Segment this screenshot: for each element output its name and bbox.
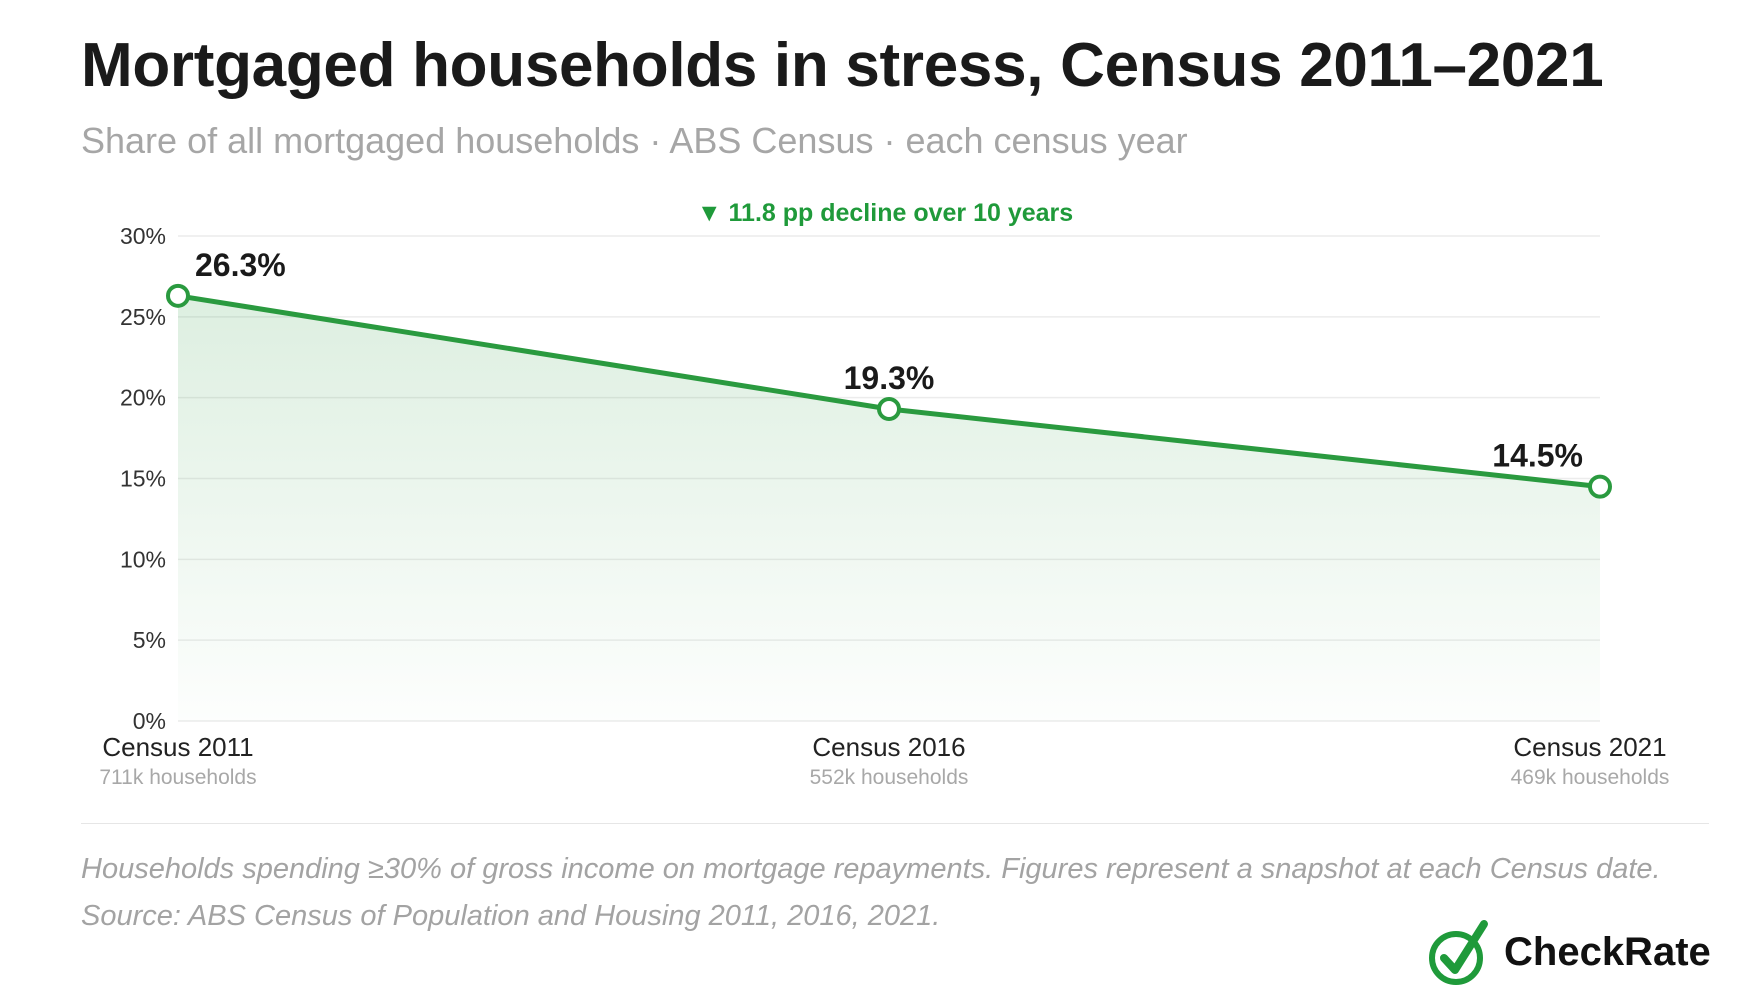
y-tick-label: 15%	[120, 466, 166, 492]
y-tick-label: 25%	[120, 304, 166, 330]
x-category-label: Census 2011	[102, 732, 253, 762]
y-tick-label: 0%	[133, 708, 166, 734]
brand-name: CheckRate	[1504, 930, 1711, 974]
brand-logo: CheckRate	[1428, 918, 1728, 988]
data-label: 19.3%	[844, 360, 935, 396]
x-category-sublabel: 711k households	[99, 766, 256, 789]
area-fill	[178, 295, 1600, 721]
decline-annotation: ▼ 11.8 pp decline over 10 years	[697, 199, 1073, 227]
chart-subtitle: Share of all mortgaged households · ABS …	[81, 120, 1188, 161]
chart-title: Mortgaged households in stress, Census 2…	[81, 31, 1604, 100]
x-category-label: Census 2021	[1513, 732, 1666, 762]
y-tick-label: 20%	[120, 385, 166, 411]
x-category-sublabel: 469k households	[1511, 766, 1670, 789]
data-label: 14.5%	[1492, 438, 1583, 474]
y-tick-label: 10%	[120, 546, 166, 572]
footer-divider	[81, 823, 1709, 824]
y-tick-label: 30%	[120, 223, 166, 249]
data-point[interactable]	[166, 283, 190, 308]
footnote: Households spending ≥30% of gross income…	[81, 853, 1661, 932]
data-label: 26.3%	[195, 247, 286, 283]
y-tick-label: 5%	[133, 627, 166, 653]
x-category-label: Census 2016	[812, 732, 965, 762]
data-point[interactable]	[877, 396, 901, 421]
x-category-sublabel: 552k households	[810, 766, 969, 789]
line-chart: 26.3% 19.3% 14.5% 0% 5% 10% 15% 20% 25% 30% Cens…	[99, 199, 1670, 789]
data-point[interactable]	[1588, 474, 1612, 499]
check-mark-icon	[1429, 920, 1488, 985]
